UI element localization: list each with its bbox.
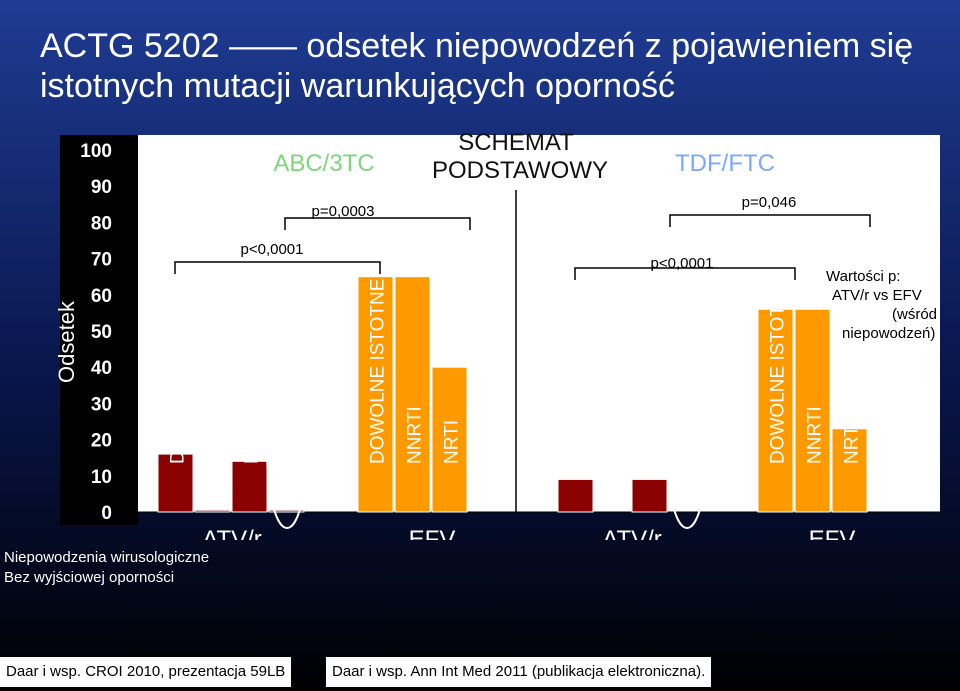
p-value-note-line: niepowodzeń) <box>842 325 935 342</box>
p-value-bracket <box>284 217 471 230</box>
bar <box>394 276 431 513</box>
bar <box>357 276 394 513</box>
source-note-ann-int-med: Daar i wsp. Ann Int Med 2011 (publikacja… <box>326 657 712 687</box>
pi-r-ellipse <box>266 371 308 529</box>
slide-title: ACTG 5202 —— odsetek niepowodzeń z pojaw… <box>40 27 914 105</box>
p-value-bracket <box>574 267 796 280</box>
source-note-croi: Daar i wsp. CROI 2010, prezentacja 59LB <box>0 657 292 687</box>
p-value-note-line: Wartości p: <box>826 268 900 285</box>
bar-label: PI/r <box>879 434 900 464</box>
center-label-line2: PODSTAWOWY <box>432 157 608 184</box>
bar <box>831 428 868 513</box>
footer: Niepowodzenia wirusologiczne Bez wyjścio… <box>0 540 960 691</box>
bar <box>431 366 468 513</box>
bar-label: NNRTI <box>405 406 426 464</box>
bar <box>231 460 268 513</box>
p-value-4: p=0,046 <box>742 194 797 211</box>
y-tick-label: 70 <box>91 250 112 271</box>
y-tick-label: 100 <box>80 141 112 162</box>
y-tick-label: 50 <box>91 322 112 343</box>
group-label: EFV <box>809 526 856 540</box>
p-value-note-line: (wśród <box>892 306 937 323</box>
p-value-bracket <box>174 261 381 274</box>
bar-label: PI/r <box>479 434 500 464</box>
bar-label: DOWOLNE ISTOTNE <box>768 279 789 464</box>
footer-row1-label: Niepowodzenia wirusologiczne <box>4 549 210 566</box>
y-tick-label: 80 <box>91 213 112 234</box>
y-tick-label: 20 <box>91 431 112 452</box>
y-tick-label: 60 <box>91 286 112 307</box>
p-value-bracket <box>669 214 871 227</box>
pi-r-ellipse <box>666 371 708 529</box>
y-tick-label: 90 <box>91 177 112 198</box>
y-tick-label: 40 <box>91 358 112 379</box>
bar <box>268 509 305 513</box>
bar-label: NNRTI <box>605 406 626 464</box>
group-label: ATV/r <box>602 526 662 540</box>
regimen-label-abc3tc: ABC/3TC <box>273 150 374 177</box>
bar <box>157 453 194 513</box>
bar <box>794 308 831 513</box>
p-value-3: p<0,0001 <box>651 255 714 272</box>
bar-label: NNRTI <box>805 406 826 464</box>
bar-label: DOWOLNE ISTOTNE <box>368 279 389 464</box>
bar-label: NRTI <box>242 420 263 464</box>
bar <box>631 478 668 513</box>
p-value-2: p=0,0003 <box>312 203 375 220</box>
bar-label: NRTI <box>442 420 463 464</box>
bar-label: NRTI <box>842 420 863 464</box>
bar <box>194 509 231 513</box>
p-value-note-line: ATV/r vs EFV <box>832 287 922 304</box>
y-axis-title: Odsetek <box>54 300 79 383</box>
group-label: ATV/r <box>202 526 262 540</box>
bar-label: DOWOLNE ISTOTNE <box>568 279 589 464</box>
bar-label: DOWOLNE ISTOTNE <box>168 279 189 464</box>
center-label-line1: SCHEMAT <box>458 129 574 156</box>
group-label: EFV <box>409 526 456 540</box>
regimen-label-tdfftc: TDF/FTC <box>675 150 775 177</box>
bar-chart: 0 10 20 30 40 50 60 70 80 90 100 Odsetek DOWOLNE IST… <box>0 120 960 540</box>
footer-row2-label: Bez wyjściowej oporności <box>4 569 175 586</box>
y-tick-label: 0 <box>101 503 112 524</box>
bar-label: PI/r <box>679 434 700 464</box>
chart-svg: 0 10 20 30 40 50 60 70 80 90 100 Odsetek DOWOLNE IST… <box>54 129 940 540</box>
bar-label: NRTI <box>642 420 663 464</box>
bar-label: NNRTI <box>205 406 226 464</box>
bar <box>557 478 594 513</box>
y-tick-label: 30 <box>91 394 112 415</box>
bar <box>757 308 794 513</box>
bar-label: PI/r <box>279 434 300 464</box>
y-axis-band <box>60 135 138 525</box>
y-tick-label: 10 <box>91 467 112 488</box>
p-value-1: p<0,0001 <box>241 241 304 258</box>
